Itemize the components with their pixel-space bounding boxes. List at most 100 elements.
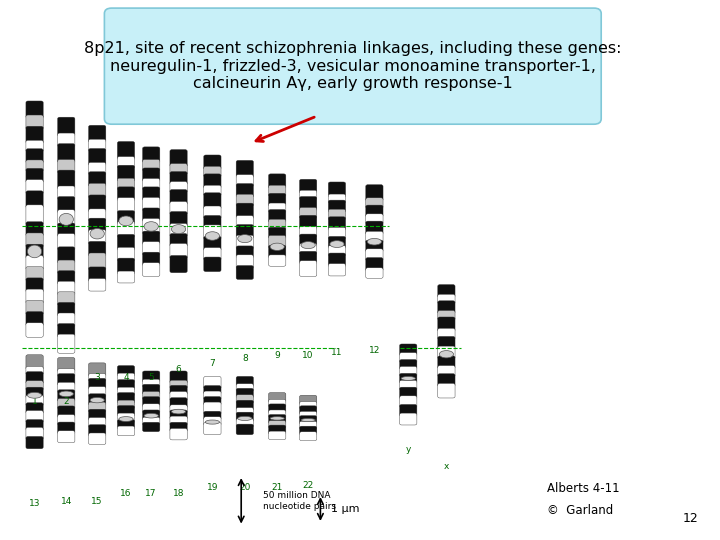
- FancyBboxPatch shape: [170, 181, 187, 193]
- FancyBboxPatch shape: [204, 391, 221, 400]
- FancyBboxPatch shape: [204, 396, 221, 406]
- FancyBboxPatch shape: [170, 150, 187, 167]
- FancyBboxPatch shape: [58, 406, 75, 418]
- FancyBboxPatch shape: [89, 374, 106, 382]
- FancyBboxPatch shape: [170, 164, 187, 175]
- FancyBboxPatch shape: [117, 234, 135, 251]
- FancyBboxPatch shape: [89, 184, 106, 198]
- FancyBboxPatch shape: [58, 313, 75, 327]
- FancyBboxPatch shape: [58, 197, 75, 213]
- Text: 1: 1: [32, 397, 37, 406]
- Text: 21: 21: [271, 483, 283, 492]
- FancyBboxPatch shape: [269, 425, 286, 434]
- Ellipse shape: [330, 241, 344, 247]
- FancyBboxPatch shape: [117, 141, 135, 160]
- FancyBboxPatch shape: [58, 399, 75, 409]
- FancyBboxPatch shape: [117, 380, 135, 390]
- FancyBboxPatch shape: [300, 411, 317, 419]
- Ellipse shape: [238, 416, 252, 421]
- FancyBboxPatch shape: [300, 426, 317, 435]
- FancyBboxPatch shape: [170, 201, 187, 215]
- FancyBboxPatch shape: [26, 367, 43, 375]
- FancyBboxPatch shape: [89, 363, 106, 377]
- FancyBboxPatch shape: [328, 237, 346, 249]
- FancyBboxPatch shape: [269, 421, 286, 428]
- FancyBboxPatch shape: [400, 360, 417, 370]
- FancyBboxPatch shape: [300, 226, 317, 237]
- FancyBboxPatch shape: [438, 310, 455, 320]
- Text: 18: 18: [173, 489, 184, 498]
- FancyBboxPatch shape: [438, 328, 455, 340]
- FancyBboxPatch shape: [58, 247, 75, 264]
- FancyBboxPatch shape: [366, 268, 383, 278]
- FancyBboxPatch shape: [236, 235, 253, 249]
- FancyBboxPatch shape: [89, 402, 106, 413]
- Text: 12: 12: [683, 512, 698, 525]
- Text: 6: 6: [176, 364, 181, 374]
- FancyBboxPatch shape: [269, 210, 286, 222]
- FancyBboxPatch shape: [117, 221, 135, 238]
- FancyBboxPatch shape: [236, 215, 253, 228]
- FancyBboxPatch shape: [26, 387, 43, 398]
- Ellipse shape: [301, 418, 315, 422]
- Ellipse shape: [144, 414, 158, 418]
- FancyBboxPatch shape: [26, 233, 43, 247]
- FancyBboxPatch shape: [204, 411, 221, 420]
- FancyBboxPatch shape: [26, 427, 43, 440]
- Text: 22: 22: [302, 481, 314, 490]
- FancyBboxPatch shape: [300, 234, 317, 247]
- FancyBboxPatch shape: [269, 431, 286, 440]
- FancyBboxPatch shape: [117, 271, 135, 283]
- FancyBboxPatch shape: [170, 422, 187, 431]
- FancyBboxPatch shape: [204, 166, 221, 177]
- Text: 50 million DNA
nucleotide pairs: 50 million DNA nucleotide pairs: [263, 491, 336, 511]
- FancyBboxPatch shape: [269, 393, 286, 403]
- FancyBboxPatch shape: [269, 227, 286, 239]
- FancyBboxPatch shape: [400, 367, 417, 376]
- FancyBboxPatch shape: [117, 247, 135, 261]
- FancyBboxPatch shape: [117, 393, 135, 403]
- FancyBboxPatch shape: [58, 260, 75, 274]
- FancyBboxPatch shape: [236, 246, 253, 258]
- FancyBboxPatch shape: [143, 371, 160, 382]
- FancyBboxPatch shape: [89, 394, 106, 406]
- FancyBboxPatch shape: [58, 133, 75, 147]
- Text: 16: 16: [120, 489, 132, 498]
- FancyBboxPatch shape: [117, 413, 135, 423]
- FancyBboxPatch shape: [400, 387, 417, 399]
- FancyBboxPatch shape: [89, 424, 106, 436]
- FancyBboxPatch shape: [170, 405, 187, 413]
- FancyBboxPatch shape: [170, 410, 187, 420]
- FancyBboxPatch shape: [300, 432, 317, 441]
- FancyBboxPatch shape: [366, 221, 383, 234]
- FancyBboxPatch shape: [26, 222, 43, 236]
- Text: 13: 13: [29, 500, 40, 509]
- FancyBboxPatch shape: [143, 252, 160, 266]
- FancyBboxPatch shape: [236, 266, 253, 279]
- FancyBboxPatch shape: [300, 395, 317, 405]
- FancyBboxPatch shape: [170, 224, 187, 237]
- FancyBboxPatch shape: [26, 381, 43, 390]
- FancyBboxPatch shape: [269, 410, 286, 418]
- FancyBboxPatch shape: [89, 279, 106, 291]
- FancyBboxPatch shape: [117, 387, 135, 396]
- FancyBboxPatch shape: [26, 436, 43, 449]
- Ellipse shape: [301, 241, 315, 248]
- Text: 19: 19: [207, 483, 218, 492]
- FancyBboxPatch shape: [204, 225, 221, 240]
- FancyBboxPatch shape: [236, 174, 253, 187]
- FancyBboxPatch shape: [89, 379, 106, 390]
- FancyBboxPatch shape: [117, 373, 135, 383]
- FancyBboxPatch shape: [170, 428, 187, 440]
- FancyBboxPatch shape: [204, 185, 221, 196]
- FancyBboxPatch shape: [89, 148, 106, 166]
- FancyBboxPatch shape: [366, 185, 383, 201]
- FancyBboxPatch shape: [143, 262, 160, 276]
- FancyBboxPatch shape: [269, 255, 286, 266]
- FancyBboxPatch shape: [117, 426, 135, 436]
- FancyBboxPatch shape: [438, 383, 455, 398]
- FancyBboxPatch shape: [236, 400, 253, 411]
- Text: x: x: [444, 462, 449, 471]
- FancyBboxPatch shape: [89, 409, 106, 421]
- FancyBboxPatch shape: [26, 312, 43, 326]
